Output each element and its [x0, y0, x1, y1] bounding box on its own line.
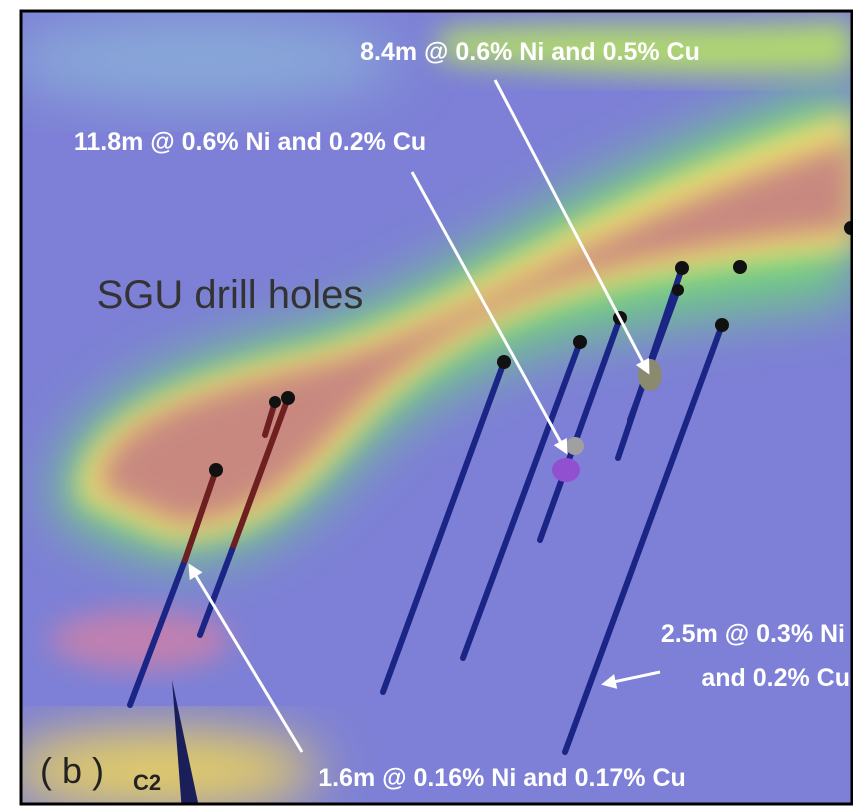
- annotation: 1.6m @ 0.16% Ni and 0.17% Cu: [318, 764, 686, 792]
- annotation: 11.8m @ 0.6% Ni and 0.2% Cu: [74, 128, 426, 156]
- feature-label: C2: [133, 770, 161, 795]
- annotation: 8.4m @ 0.6% Ni and 0.5% Cu: [360, 38, 700, 66]
- drill-holes: [127, 221, 853, 755]
- arrows: [188, 79, 661, 753]
- panel-label: ( b ): [40, 750, 104, 791]
- frame: [19, 9, 853, 806]
- annotation: 2.5m @ 0.3% Ni: [661, 620, 845, 648]
- title: SGU drill holes: [97, 273, 364, 317]
- annotation: and 0.2% Cu: [701, 664, 850, 692]
